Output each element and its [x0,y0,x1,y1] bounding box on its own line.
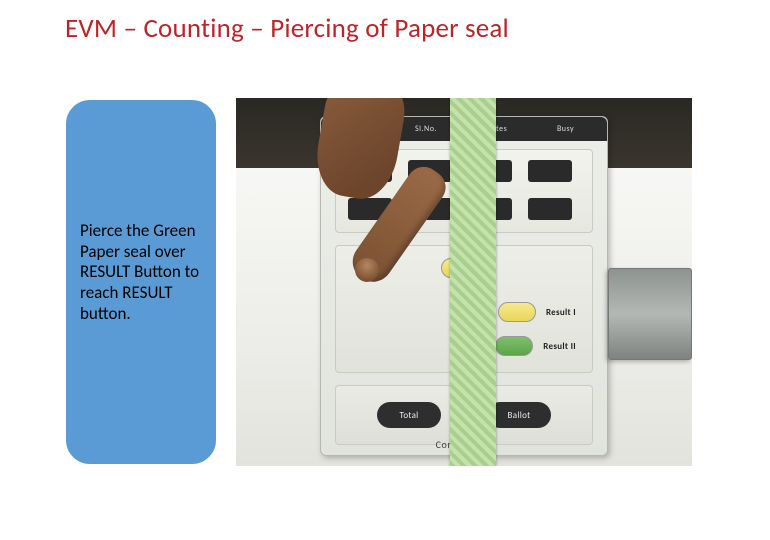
green-paper-seal [450,98,496,466]
callout-box: Pierce the Green Paper seal over RESULT … [64,98,218,466]
result1-button [498,302,536,322]
side-flap [608,268,692,360]
top-label-slno: Sl.No. [415,124,437,134]
display-4 [528,160,572,182]
evm-photo: ON Sl.No. Votes Busy Result I Result II [236,98,692,466]
result2-label: Result II [543,341,576,352]
ballot-button: Ballot [487,402,551,428]
total-button: Total [377,402,441,428]
result1-label: Result I [546,307,576,318]
display-8 [528,198,572,220]
top-label-busy: Busy [557,124,574,134]
slide-title: EVM – Counting – Piercing of Paper seal [65,12,509,45]
callout-text: Pierce the Green Paper seal over RESULT … [80,221,202,325]
result2-button [495,336,533,356]
